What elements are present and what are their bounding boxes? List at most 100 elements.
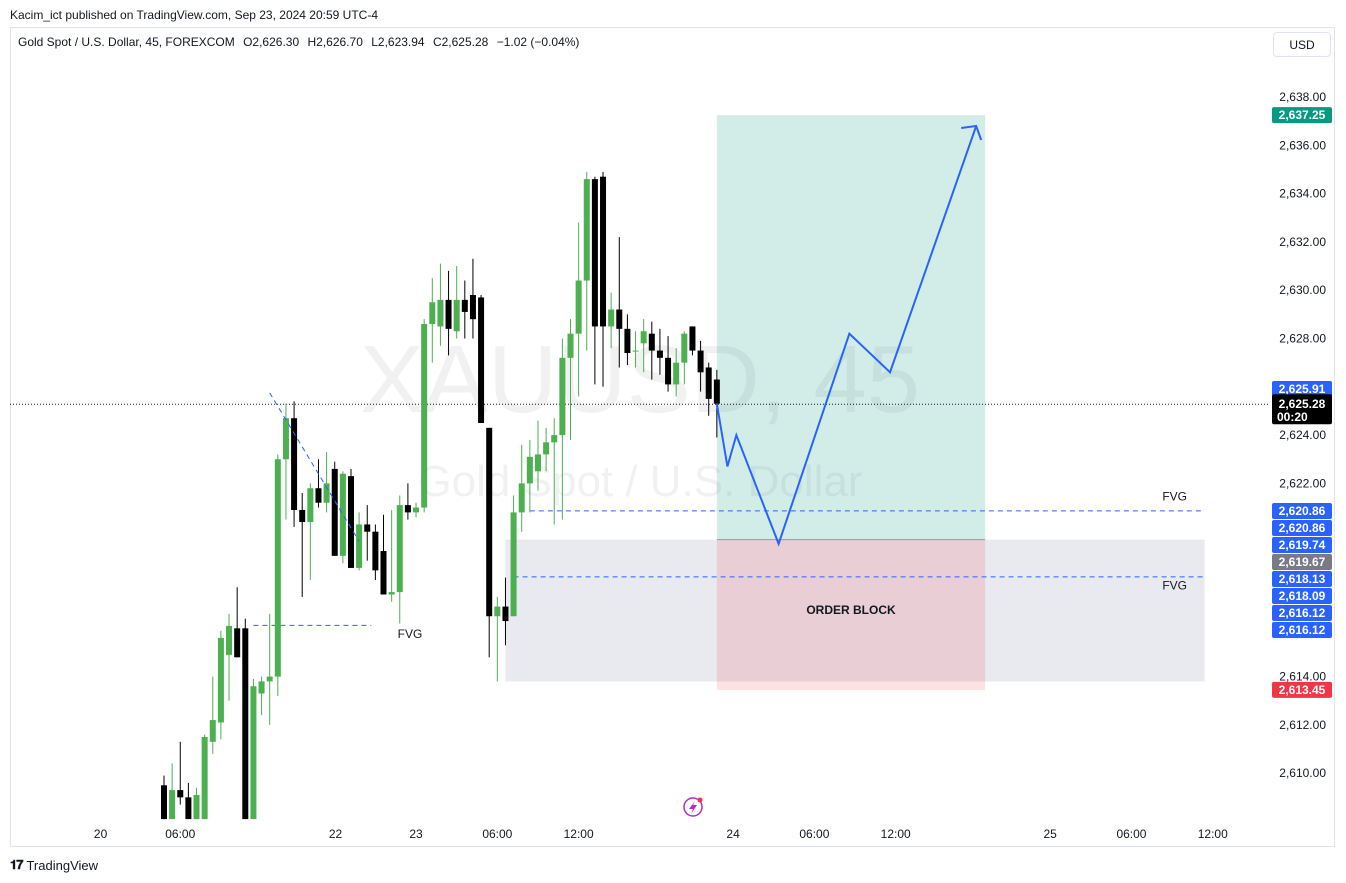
countdown-text: 00:20 [1277, 410, 1308, 424]
candlesticks [161, 171, 720, 820]
legend-change: −1.02 (−0.04%) [496, 35, 580, 49]
candle-body [551, 435, 558, 443]
candle-body [299, 509, 306, 523]
trend-line [269, 392, 360, 542]
time-tick-label: 06:00 [799, 827, 829, 841]
fvg-label: FVG [398, 627, 423, 641]
candle-body [681, 333, 688, 363]
price-tag-text: 2,637.25 [1279, 108, 1326, 122]
price-tick-label: 2,636.00 [1279, 138, 1326, 152]
candle-body [624, 328, 631, 353]
price-tick-label: 2,628.00 [1279, 332, 1326, 346]
candle-body [518, 483, 525, 513]
price-tags: 2,637.25 2,625.91 2,620.86 2,620.86 2,619.74… [1272, 107, 1332, 698]
candle-body [632, 350, 639, 352]
candle-body [347, 476, 354, 568]
candle-body [575, 280, 582, 334]
candle-body [705, 367, 712, 399]
candle-body [453, 299, 460, 332]
candle-body [274, 459, 281, 677]
price-tag [1272, 588, 1332, 604]
publish-info: Kacim_ict published on TradingView.com, … [10, 8, 378, 22]
legend-low: L2,623.94 [371, 35, 425, 49]
symbol-name: Gold Spot / U.S. Dollar, 45, FOREXCOM [18, 35, 235, 49]
price-tag-text: 2,619.67 [1279, 555, 1326, 569]
events-icon [683, 797, 703, 817]
price-tag-text: 2,613.45 [1279, 683, 1326, 697]
symbol-legend[interactable]: Gold Spot / U.S. Dollar, 45, FOREXCOM O2… [18, 35, 584, 49]
drawings: ORDER BLOCK FVG FVG FVG [269, 124, 1187, 817]
candle-body [413, 507, 420, 513]
tradingview-logo-icon: 𝟏𝟕 [10, 857, 24, 872]
candle-body [226, 625, 233, 655]
candle-body [291, 418, 298, 510]
candle-body [266, 676, 273, 682]
price-axis[interactable]: 2,638.00 2,636.00 2,634.00 2,632.00 2,630.00… [1279, 90, 1326, 780]
candle-body [421, 324, 428, 508]
time-tick-label: 06:00 [482, 827, 512, 841]
price-tick-label: 2,614.00 [1279, 670, 1326, 684]
current-price-tag [1272, 394, 1332, 425]
annotation-lines [10, 403, 1268, 626]
current-price-text: 2,625.28 [1279, 397, 1326, 411]
candle-body [640, 331, 647, 344]
price-tick-label: 2,638.00 [1279, 90, 1326, 104]
price-tag [1272, 503, 1332, 519]
price-tag [1272, 554, 1332, 570]
price-tick-label: 2,632.00 [1279, 235, 1326, 249]
price-tag-text: 2,616.12 [1279, 606, 1326, 620]
candle-body [469, 295, 476, 320]
candle-body [217, 637, 224, 723]
candle-body [258, 681, 265, 694]
currency-button[interactable]: USD [1273, 32, 1331, 57]
tradingview-brand[interactable]: 𝟏𝟕 TradingView [10, 857, 98, 873]
price-tag-text: 2,625.91 [1279, 382, 1326, 396]
candle-body [600, 176, 607, 327]
candle-body [404, 505, 411, 513]
candle-body [673, 362, 680, 385]
candle-body [510, 512, 517, 617]
loss-zone [716, 539, 986, 690]
price-tag-text: 2,619.74 [1279, 538, 1326, 552]
candle-body [250, 686, 257, 820]
candle-body [242, 628, 249, 820]
price-tag [1272, 681, 1332, 698]
candle-body [656, 350, 663, 358]
legend-high: H2,626.70 [307, 35, 363, 49]
candle-body [161, 785, 167, 820]
time-tick-label: 06:00 [1116, 827, 1146, 841]
time-tick-label: 12:00 [1198, 827, 1228, 841]
candle-body [396, 505, 403, 593]
candle-body [307, 488, 314, 523]
candle-body [534, 454, 541, 472]
notification-dot-icon [697, 797, 703, 803]
candle-body [608, 309, 615, 327]
time-tick-label: 06:00 [165, 827, 195, 841]
price-tick-label: 2,634.00 [1279, 187, 1326, 201]
time-axis[interactable]: 20 06:00 22 23 06:00 12:00 24 06:00 12:00 25 06:00… [94, 827, 1228, 841]
candle-body [559, 357, 566, 436]
candle-body [543, 442, 550, 455]
price-tag-text: 2,620.86 [1279, 521, 1326, 535]
candle-body [234, 628, 241, 658]
candle-body [591, 179, 598, 327]
candle-body [526, 456, 533, 484]
candle-body [502, 606, 509, 622]
candle-body [665, 357, 672, 385]
order-block-label: ORDER BLOCK [806, 603, 896, 617]
candle-body [193, 794, 200, 820]
price-tag [1272, 537, 1332, 553]
lightning-icon [689, 801, 697, 814]
price-tag [1272, 571, 1332, 587]
candle-body [486, 427, 493, 617]
price-tick-label: 2,630.00 [1279, 283, 1326, 297]
candle-body [380, 551, 387, 595]
candle-body [689, 326, 696, 351]
candle-body [356, 524, 363, 568]
time-tick-label: 12:00 [564, 827, 594, 841]
price-tick-label: 2,624.00 [1279, 428, 1326, 442]
candle-body [209, 720, 216, 742]
watermark-ticker: XAUUSD, 45 [360, 326, 920, 433]
price-tick-label: 2,612.00 [1279, 718, 1326, 732]
